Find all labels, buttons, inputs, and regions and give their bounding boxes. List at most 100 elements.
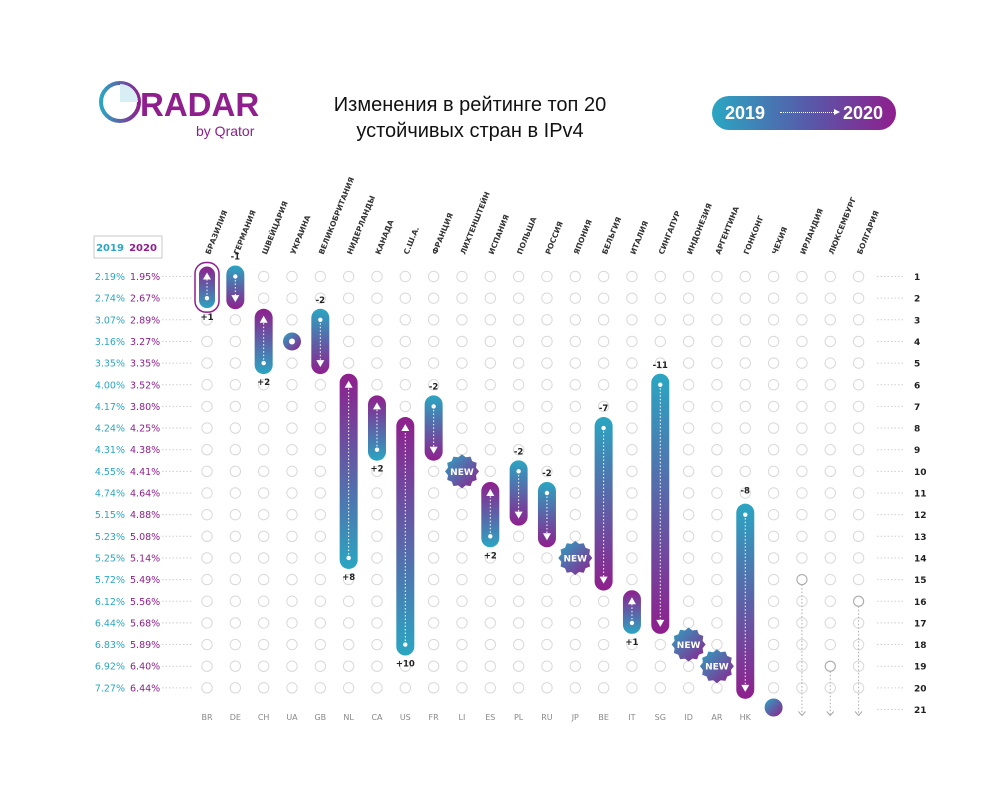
grid-dot: [314, 379, 327, 391]
rank-change-label: -1: [231, 253, 241, 263]
grid-dot: [654, 357, 666, 369]
grid-dot: [257, 379, 270, 391]
country-name-label: СИНГАПУР: [657, 209, 683, 256]
grid-dot: [399, 660, 412, 672]
grid-dot: [739, 335, 751, 348]
grid-dot: [229, 422, 242, 434]
grid-dot: [796, 422, 808, 434]
new-badge-icon: [671, 627, 706, 662]
rank-label: 10: [914, 468, 927, 478]
grid-dot: [682, 573, 695, 586]
grid-dot: [314, 487, 327, 499]
grid-dot: [286, 400, 298, 413]
grid-dot: [286, 270, 298, 283]
arrow-head-icon: [486, 489, 495, 496]
grid-dot: [342, 314, 355, 326]
grid-dot: [852, 379, 865, 391]
grid-dot: [739, 465, 751, 478]
country-code-label: RU: [541, 713, 553, 722]
rank-label: 16: [914, 598, 927, 608]
grid-dot: [512, 617, 525, 629]
grid-dot: [597, 357, 610, 369]
grid-dot: [399, 379, 412, 391]
grid-dot: [286, 595, 298, 607]
grid-dot: [682, 465, 695, 478]
grid-dot: [711, 422, 723, 434]
grid-dot: [286, 422, 298, 434]
grid-dot: [229, 573, 242, 586]
score-2019: 5.72%: [95, 575, 125, 586]
grid-dot: [569, 335, 581, 348]
grid-dot: [201, 617, 213, 629]
grid-dot: [229, 465, 242, 478]
grid-dot: [767, 400, 780, 413]
grid-dot: [824, 357, 836, 369]
grid-dot: [796, 682, 808, 694]
grid-dot: [711, 314, 723, 326]
grid-dot: [286, 465, 298, 478]
grid-dot: [711, 465, 723, 478]
grid-dot: [597, 638, 610, 651]
new-badge-icon: [699, 649, 734, 684]
grid-dot: [342, 595, 355, 607]
arrow-head-icon: [203, 272, 211, 280]
grid-dot: [569, 660, 581, 672]
grid-dot: [201, 400, 213, 413]
grid-dot: [739, 444, 751, 456]
grid-dot: [541, 444, 553, 456]
grid-dot: [626, 379, 638, 391]
grid-dot: [484, 617, 496, 629]
grid-dot: [852, 335, 865, 348]
country-code-label: LI: [459, 713, 466, 722]
grid-dot: [626, 444, 638, 456]
rank-label: 20: [914, 684, 927, 694]
grid-dot: [796, 379, 808, 391]
grid-dot: [201, 660, 213, 672]
grid-dot: [342, 573, 355, 586]
rank-change-label: -8: [741, 487, 751, 497]
grid-dot: [796, 292, 808, 304]
grid-dot: [201, 530, 213, 542]
grid-dot: [711, 487, 723, 499]
score-2019: 4.74%: [95, 489, 125, 500]
grid-dot: [626, 357, 638, 369]
grid-dot: [541, 292, 553, 304]
pill-start-dot: [374, 447, 380, 452]
grid-dot: [314, 573, 327, 586]
grid-dot: [626, 270, 638, 283]
grid-dot: [371, 335, 383, 348]
score-2020: 2.89%: [130, 315, 160, 326]
grid-dot: [427, 573, 440, 586]
grid-dot: [739, 314, 751, 326]
grid-dot: [286, 292, 298, 304]
score-2019: 3.35%: [95, 359, 125, 370]
grid-dot: [484, 400, 496, 413]
grid-dot: [626, 573, 638, 586]
grid-dot: [512, 379, 525, 391]
rank-label: 9: [914, 446, 920, 456]
rank-label: 3: [914, 316, 920, 326]
rank-change-pill: [339, 373, 358, 569]
pill-start-dot: [318, 317, 323, 322]
arrow-head-icon: [316, 360, 325, 368]
grid-dot: [257, 465, 270, 478]
grid-dot: [342, 660, 355, 672]
country-name-label: ИСПАНИЯ: [487, 213, 511, 256]
grid-dot: [484, 335, 496, 348]
dropped-marker: [764, 698, 783, 717]
grid-dot: [484, 573, 496, 586]
grid-dot: [286, 487, 298, 499]
grid-dot: [597, 292, 610, 304]
grid-dot: [682, 508, 695, 521]
grid-dot: [626, 530, 638, 542]
country-code-label: CH: [258, 713, 270, 722]
grid-dot: [286, 508, 298, 521]
grid-dot: [399, 314, 412, 326]
dropped-start-circle: [824, 660, 836, 672]
grid-dot: [201, 357, 213, 369]
grid-dot: [654, 638, 666, 651]
title-line-1: Изменения в рейтинге топ 20: [333, 94, 607, 116]
logo-subtitle: by Qrator: [196, 123, 255, 139]
grid-dot: [767, 422, 780, 434]
rank-change-label: -11: [653, 361, 668, 371]
